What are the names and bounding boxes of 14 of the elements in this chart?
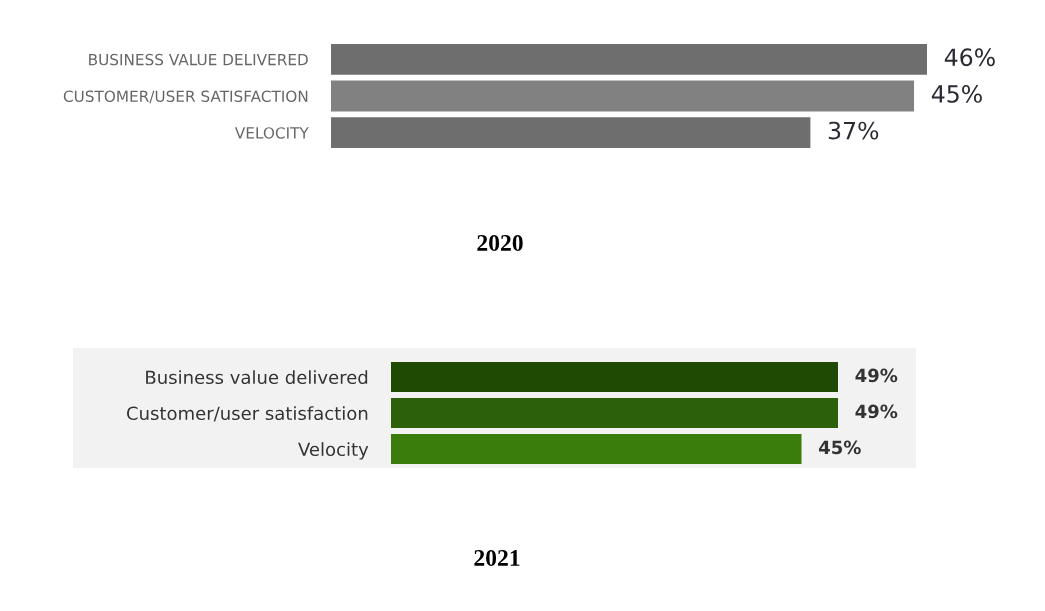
data-label: 49%	[855, 368, 898, 383]
data-label: 45%	[931, 84, 982, 103]
text: 2021	[474, 549, 520, 566]
data-label: 45%	[818, 440, 861, 455]
data-label: 46%	[944, 48, 995, 67]
text: 2020	[477, 234, 523, 251]
y-tick-label: Business value delivered	[146, 370, 368, 385]
y-tick-label: BUSINESS VALUE DELIVERED	[89, 53, 308, 66]
y-tick-label: Customer/user satisfaction	[126, 406, 368, 422]
data-label: 49%	[855, 404, 898, 419]
y-tick-label: VELOCITY	[234, 127, 309, 139]
data-label: 37%	[828, 121, 879, 140]
y-tick-label: Velocity	[298, 442, 369, 460]
y-tick-label: CUSTOMER/USER SATISFACTION	[63, 90, 308, 104]
